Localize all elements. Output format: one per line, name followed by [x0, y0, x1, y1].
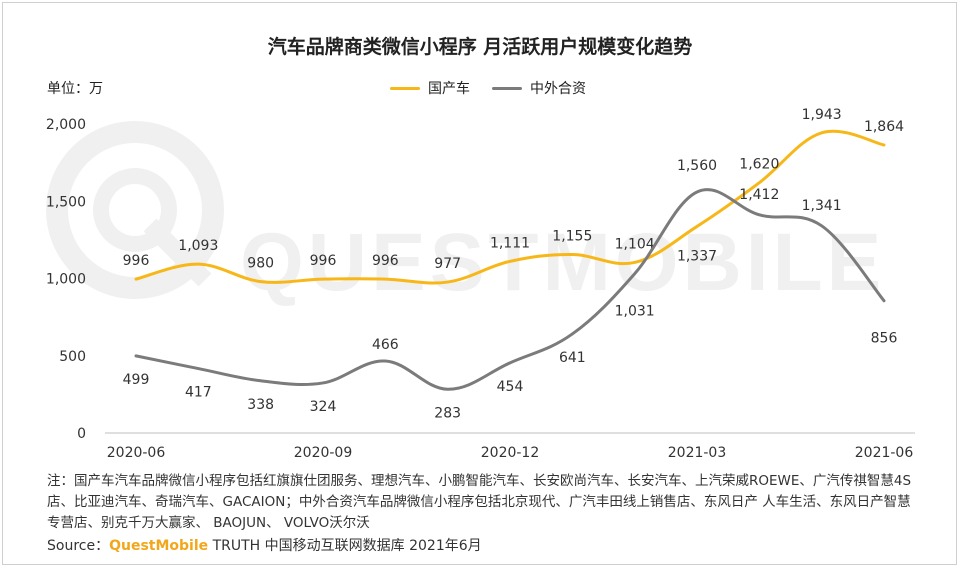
- legend-swatch-jv: [492, 86, 522, 90]
- y-tick-label: 0: [77, 426, 86, 442]
- y-tick-label: 1,500: [46, 194, 86, 210]
- data-label-jv: 641: [559, 350, 586, 366]
- x-tick-label: 2021-06: [855, 445, 914, 461]
- data-label-jv: 324: [310, 399, 337, 415]
- data-label-jv: 283: [434, 405, 461, 421]
- data-label-domestic: 977: [434, 256, 461, 272]
- legend-label-domestic: 国产车: [428, 81, 470, 97]
- series-line-jv: [134, 188, 886, 391]
- chart-title: 汽车品牌商类微信小程序 月活跃用户规模变化趋势: [267, 36, 693, 58]
- data-label-jv: 1,341: [802, 198, 842, 214]
- data-label-domestic: 1,111: [490, 235, 530, 251]
- x-tick-label: 2021-03: [668, 445, 727, 461]
- source-suffix: TRUTH 中国移动互联网数据库 2021年6月: [208, 538, 482, 554]
- data-label-jv: 1,412: [739, 187, 779, 203]
- y-unit-label: 单位：万: [47, 81, 103, 97]
- data-label-jv: 417: [185, 385, 212, 401]
- x-tick-label: 2020-06: [107, 445, 166, 461]
- source-line: Source：QuestMobile TRUTH 中国移动互联网数据库 2021…: [47, 535, 482, 555]
- x-tick-label: 2020-09: [294, 445, 353, 461]
- data-label-domestic: 996: [123, 253, 150, 269]
- legend-item-domestic: 国产车: [390, 78, 470, 98]
- data-label-domestic: 1,943: [802, 107, 842, 123]
- series-line-domestic: [134, 129, 886, 285]
- legend-item-jv: 中外合资: [492, 78, 586, 98]
- footnote: 注：国产车汽车品牌微信小程序包括红旗旗仕团服务、理想汽车、小鹏智能汽车、长安欧尚…: [47, 473, 912, 531]
- data-label-domestic: 1,104: [615, 236, 655, 252]
- data-label-jv: 499: [123, 372, 150, 388]
- source-brand: QuestMobile: [109, 538, 209, 554]
- data-label-domestic: 1,155: [552, 229, 592, 245]
- source-prefix: Source：: [47, 538, 110, 554]
- legend-label-jv: 中外合资: [530, 81, 586, 97]
- legend: 国产车 中外合资: [390, 78, 608, 98]
- y-tick-label: 2,000: [46, 117, 86, 133]
- data-label-jv: 1,560: [677, 158, 717, 174]
- data-label-domestic: 1,864: [864, 119, 904, 135]
- data-label-domestic: 1,620: [739, 157, 779, 173]
- data-label-jv: 1,031: [615, 304, 655, 320]
- data-label-jv: 856: [871, 331, 898, 347]
- x-tick-label: 2020-12: [481, 445, 540, 461]
- data-label-jv: 466: [372, 337, 399, 353]
- data-label-domestic: 996: [372, 253, 399, 269]
- data-label-jv: 338: [247, 397, 274, 413]
- data-label-domestic: 1,337: [677, 248, 717, 264]
- legend-swatch-domestic: [390, 86, 420, 90]
- y-tick-label: 1,000: [46, 272, 86, 288]
- data-label-jv: 454: [497, 379, 524, 395]
- y-tick-label: 500: [59, 349, 86, 365]
- data-label-domestic: 1,093: [178, 238, 218, 254]
- data-label-domestic: 980: [247, 256, 274, 272]
- data-label-domestic: 996: [310, 253, 337, 269]
